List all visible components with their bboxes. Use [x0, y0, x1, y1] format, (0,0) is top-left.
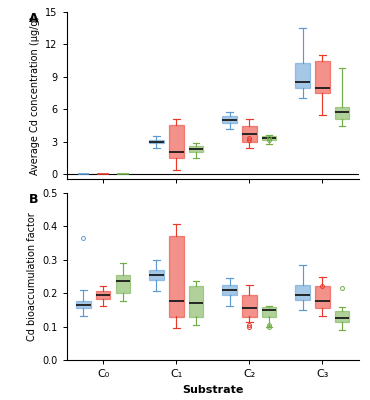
Bar	[222, 116, 237, 123]
Bar	[149, 140, 164, 143]
Bar	[96, 292, 110, 299]
Y-axis label: Cd bioaccumulation factor: Cd bioaccumulation factor	[27, 212, 37, 341]
Bar	[169, 236, 184, 316]
Text: B: B	[28, 193, 38, 206]
Bar	[295, 285, 310, 300]
Bar	[242, 295, 257, 316]
Bar	[262, 308, 276, 316]
Bar	[189, 146, 203, 152]
Bar	[262, 136, 276, 140]
Bar	[189, 286, 203, 316]
Bar	[169, 125, 184, 158]
Bar	[76, 302, 91, 308]
Bar	[295, 63, 310, 88]
Y-axis label: Average Cd concentration (μg/g): Average Cd concentration (μg/g)	[30, 16, 40, 175]
X-axis label: Substrate: Substrate	[182, 384, 243, 394]
Bar	[315, 60, 330, 93]
Bar	[222, 285, 237, 295]
Bar	[335, 107, 349, 119]
Bar	[149, 270, 164, 280]
Bar	[115, 275, 130, 293]
Bar	[315, 286, 330, 308]
Bar	[242, 126, 257, 142]
Bar	[335, 312, 349, 322]
Text: A: A	[28, 12, 38, 25]
